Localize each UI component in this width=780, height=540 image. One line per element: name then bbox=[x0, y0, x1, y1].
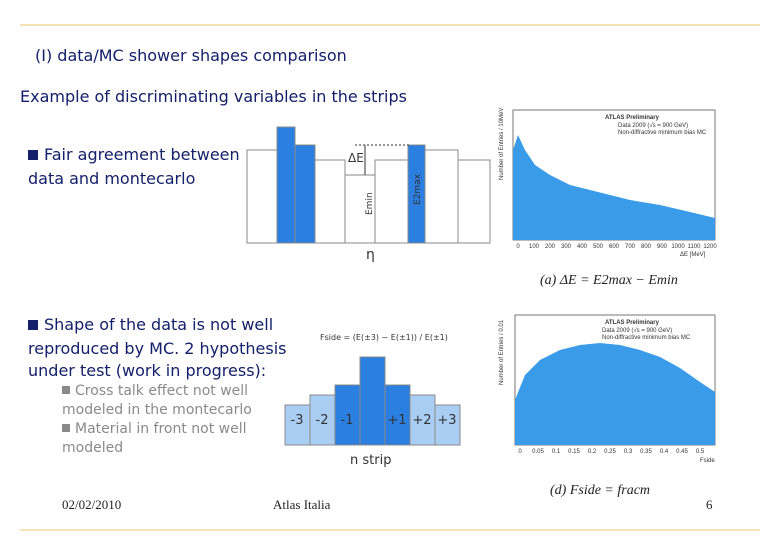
x-tick-label: 800 bbox=[641, 244, 652, 250]
bullet-text: Shape of the data is not well bbox=[44, 315, 273, 334]
diagram-axis-label: η bbox=[366, 247, 375, 263]
diagram-axis-label: n strip bbox=[350, 453, 391, 468]
x-tick-label: 600 bbox=[609, 244, 620, 250]
plot-a: ATLAS Preliminary Data 2009 (√s = 900 Ge… bbox=[499, 108, 717, 258]
sub-bullet-text: Cross talk effect not well bbox=[75, 383, 248, 399]
y-axis-label: Number of Entries / 10MeV bbox=[499, 108, 505, 180]
x-tick-label: 500 bbox=[593, 244, 604, 250]
strip-label: +2 bbox=[412, 413, 431, 428]
sub-bullet-text: modeled in the montecarlo bbox=[62, 402, 252, 418]
x-tick-label: 300 bbox=[561, 244, 572, 250]
footer-page: 6 bbox=[706, 497, 713, 512]
plot-header: ATLAS Preliminary bbox=[605, 320, 660, 326]
slide-subtitle: Example of discriminating variables in t… bbox=[20, 87, 407, 106]
x-tick-label: 700 bbox=[625, 244, 636, 250]
x-tick-label: 0.15 bbox=[568, 449, 580, 455]
x-tick-label: 0.5 bbox=[696, 449, 705, 455]
x-tick-label: 0.25 bbox=[604, 449, 616, 455]
strip-label: -1 bbox=[341, 413, 354, 428]
x-tick-label: 0.1 bbox=[552, 449, 561, 455]
x-tick-label: 1200 bbox=[703, 244, 717, 250]
x-tick-label: 100 bbox=[529, 244, 540, 250]
sub-bullet-text: Material in front not well bbox=[75, 421, 247, 437]
legend-entry: Data 2009 (√s = 900 GeV) bbox=[618, 122, 688, 129]
x-tick-label: 0 bbox=[516, 244, 520, 250]
footer-center: Atlas Italia bbox=[273, 497, 331, 512]
x-tick-label: 0.2 bbox=[588, 449, 597, 455]
bullet-text: under test (work in progress): bbox=[28, 361, 266, 380]
strip-label: -3 bbox=[291, 413, 304, 428]
y-axis-label: Number of Entries / 0.01 bbox=[499, 319, 505, 385]
diagram-formula: Fside = (E(±3) − E(±1)) / E(±1) bbox=[320, 333, 448, 342]
legend-entry: Non-diffractive minimum bias MC bbox=[618, 130, 707, 136]
x-tick-label: 200 bbox=[545, 244, 556, 250]
legend-entry: Non-diffractive minimum bias MC bbox=[602, 335, 691, 341]
plot-d: ATLAS Preliminary Data 2009 (√s = 900 Ge… bbox=[499, 314, 716, 464]
bullet-icon bbox=[28, 320, 38, 330]
x-tick-label: 1000 bbox=[671, 244, 685, 250]
bullet-text: Fair agreement between bbox=[44, 145, 240, 164]
x-axis-label: ΔE [MeV] bbox=[680, 252, 706, 258]
x-tick-label: 0 bbox=[518, 449, 522, 455]
x-tick-label: 1100 bbox=[688, 244, 702, 250]
diagram-label: Emin bbox=[365, 192, 375, 215]
fside-diagram bbox=[284, 356, 461, 446]
plot-header: ATLAS Preliminary bbox=[605, 115, 660, 121]
x-tick-label: 0.45 bbox=[676, 449, 688, 455]
footer-date: 02/02/2010 bbox=[62, 497, 121, 512]
x-tick-label: 0.4 bbox=[660, 449, 669, 455]
strip-label: +1 bbox=[387, 413, 406, 428]
delta-e-diagram bbox=[246, 126, 491, 244]
x-tick-label: 0.35 bbox=[640, 449, 652, 455]
bullet-icon bbox=[28, 150, 38, 160]
diagram-label: ΔE bbox=[348, 151, 364, 165]
slide-title: (I) data/MC shower shapes comparison bbox=[35, 46, 347, 65]
x-tick-label: 0.3 bbox=[624, 449, 633, 455]
sub-bullet-icon bbox=[62, 424, 70, 432]
sub-bullet-icon bbox=[62, 386, 70, 394]
legend-entry: Data 2009 (√s = 900 GeV) bbox=[602, 327, 672, 334]
bullet-text: data and montecarlo bbox=[28, 169, 195, 188]
sub-bullet-text: modeled bbox=[62, 440, 123, 456]
bullet-text: reproduced by MC. 2 hypothesis bbox=[28, 339, 286, 358]
diagram-label: E2max bbox=[413, 173, 423, 205]
x-tick-label: 0.05 bbox=[532, 449, 544, 455]
x-tick-label: 900 bbox=[657, 244, 668, 250]
x-tick-label: 400 bbox=[577, 244, 588, 250]
strip-label: -2 bbox=[316, 413, 329, 428]
x-axis-label: Fside bbox=[700, 458, 715, 464]
plot-caption: (d) Fside = fracm bbox=[550, 483, 650, 498]
strip-label: +3 bbox=[437, 413, 456, 428]
plot-caption: (a) ΔE = E2max − Emin bbox=[540, 273, 678, 288]
